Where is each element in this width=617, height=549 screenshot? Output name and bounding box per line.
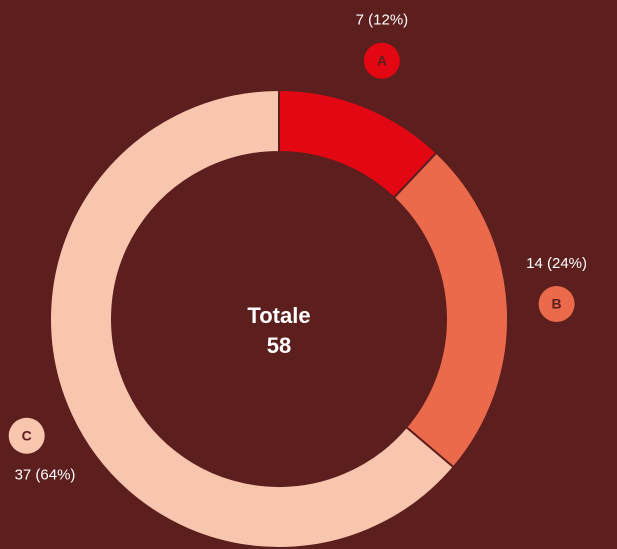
badge-letter: B <box>552 296 562 312</box>
value-label: 37 (64%) <box>15 467 76 484</box>
value-label: 7 (12%) <box>356 12 409 29</box>
badge-letter: A <box>377 52 387 68</box>
donut-segment <box>49 88 455 549</box>
center-label: Totale <box>247 303 310 328</box>
legend-badge <box>538 285 575 322</box>
badge-letter: C <box>22 427 32 443</box>
center-total: 58 <box>267 333 291 358</box>
value-label: 14 (24%) <box>526 255 587 272</box>
legend-badge <box>363 42 400 79</box>
legend-badge <box>8 417 45 454</box>
donut-segment <box>392 151 509 469</box>
